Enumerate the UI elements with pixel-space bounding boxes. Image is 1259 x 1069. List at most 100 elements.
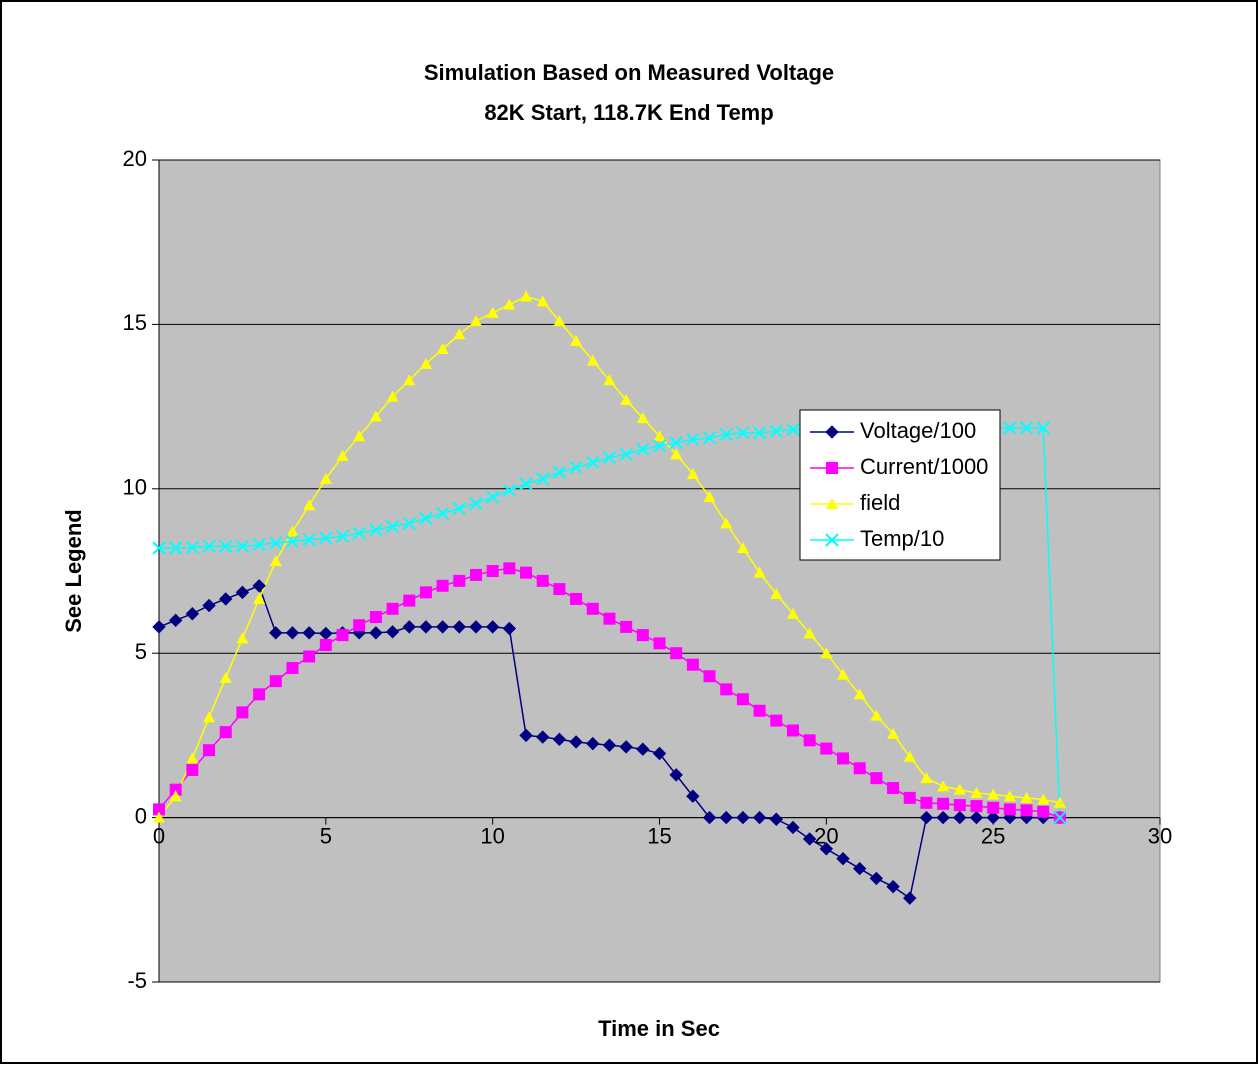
marker <box>953 810 967 825</box>
marker <box>236 706 249 719</box>
marker <box>219 592 233 606</box>
marker <box>302 626 316 640</box>
y-tick-label: 0 <box>135 803 147 828</box>
marker <box>303 499 316 511</box>
marker <box>686 658 699 671</box>
marker <box>485 620 500 634</box>
marker <box>686 468 699 480</box>
marker <box>1003 790 1016 802</box>
marker <box>203 711 216 723</box>
marker <box>703 491 716 503</box>
marker <box>519 728 533 743</box>
marker <box>469 496 483 511</box>
marker <box>186 763 199 776</box>
marker <box>619 447 633 461</box>
marker <box>636 412 649 424</box>
marker <box>752 810 767 825</box>
marker <box>269 555 282 567</box>
marker <box>570 592 583 605</box>
marker <box>520 566 533 579</box>
marker <box>219 671 232 683</box>
marker <box>987 801 1000 814</box>
marker <box>402 516 416 531</box>
marker <box>953 799 966 812</box>
marker <box>887 727 900 739</box>
marker <box>336 449 349 461</box>
marker <box>686 432 700 447</box>
marker <box>836 851 850 866</box>
marker <box>936 810 950 825</box>
marker <box>1003 803 1016 816</box>
marker <box>769 424 783 438</box>
marker <box>636 742 650 756</box>
marker <box>653 637 666 650</box>
marker <box>536 730 550 744</box>
marker <box>736 810 750 825</box>
x-tick-label: 10 <box>480 823 504 848</box>
marker <box>619 740 633 754</box>
marker <box>569 735 583 749</box>
marker <box>870 709 883 721</box>
marker <box>670 448 683 460</box>
marker <box>826 462 838 474</box>
marker <box>502 621 517 636</box>
marker <box>652 746 667 761</box>
marker <box>586 455 600 470</box>
marker <box>986 810 1000 825</box>
marker <box>786 820 800 835</box>
marker <box>319 531 333 545</box>
marker <box>253 688 266 701</box>
marker <box>852 861 867 876</box>
marker <box>403 374 416 386</box>
marker <box>719 810 733 825</box>
plot-area <box>158 159 1161 983</box>
marker <box>620 620 633 633</box>
marker <box>837 668 850 680</box>
marker <box>803 627 816 639</box>
marker <box>1053 796 1066 808</box>
marker <box>169 783 182 796</box>
x-tick-label: 0 <box>153 823 165 848</box>
marker <box>153 803 165 816</box>
marker <box>670 647 683 660</box>
marker <box>236 632 249 644</box>
marker <box>252 537 266 552</box>
marker <box>469 568 482 581</box>
marker <box>469 315 482 327</box>
marker <box>502 483 517 498</box>
marker <box>402 620 416 634</box>
chart-title: Simulation Based on Measured Voltage <box>424 60 834 85</box>
marker <box>786 607 799 619</box>
x-tick-label: 25 <box>981 823 1005 848</box>
marker <box>903 791 916 804</box>
marker <box>269 626 283 640</box>
y-tick-label: -5 <box>127 968 147 993</box>
marker <box>335 529 350 544</box>
marker <box>736 426 750 440</box>
marker <box>669 768 683 782</box>
marker <box>453 328 466 340</box>
marker <box>603 612 616 625</box>
marker <box>719 427 733 442</box>
marker <box>168 613 183 628</box>
marker <box>702 431 717 445</box>
marker <box>302 533 316 547</box>
marker <box>569 460 583 475</box>
marker <box>219 726 232 739</box>
marker <box>386 390 399 402</box>
marker <box>652 439 667 453</box>
marker <box>853 762 866 775</box>
marker <box>636 442 650 457</box>
marker <box>826 498 838 509</box>
marker <box>603 374 616 386</box>
marker <box>969 810 984 825</box>
marker <box>853 688 866 700</box>
marker <box>720 683 733 696</box>
marker <box>253 592 266 604</box>
marker <box>820 647 833 659</box>
y-tick-label: 5 <box>135 639 147 664</box>
marker <box>202 598 216 613</box>
marker <box>1020 804 1033 817</box>
marker <box>452 501 467 516</box>
